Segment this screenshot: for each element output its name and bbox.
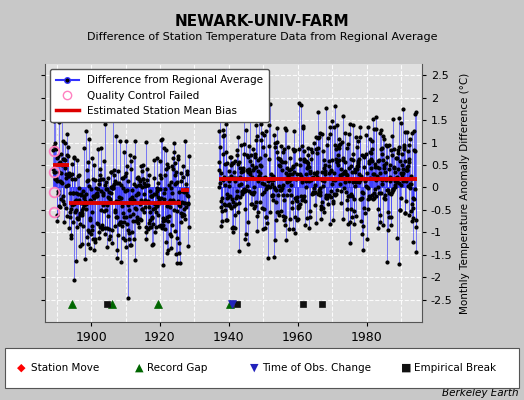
Text: Record Gap: Record Gap — [147, 363, 207, 373]
Text: Berkeley Earth: Berkeley Earth — [442, 388, 519, 398]
Text: Time of Obs. Change: Time of Obs. Change — [262, 363, 371, 373]
Text: Empirical Break: Empirical Break — [414, 363, 496, 373]
Y-axis label: Monthly Temperature Anomaly Difference (°C): Monthly Temperature Anomaly Difference (… — [460, 72, 470, 314]
Text: ▼: ▼ — [250, 363, 258, 373]
Text: ▲: ▲ — [135, 363, 143, 373]
Text: ◆: ◆ — [17, 363, 25, 373]
Text: NEWARK-UNIV-FARM: NEWARK-UNIV-FARM — [174, 14, 350, 29]
Legend: Difference from Regional Average, Quality Control Failed, Estimated Station Mean: Difference from Regional Average, Qualit… — [50, 69, 269, 122]
Text: Station Move: Station Move — [31, 363, 100, 373]
Text: ■: ■ — [401, 363, 411, 373]
Text: Difference of Station Temperature Data from Regional Average: Difference of Station Temperature Data f… — [87, 32, 437, 42]
